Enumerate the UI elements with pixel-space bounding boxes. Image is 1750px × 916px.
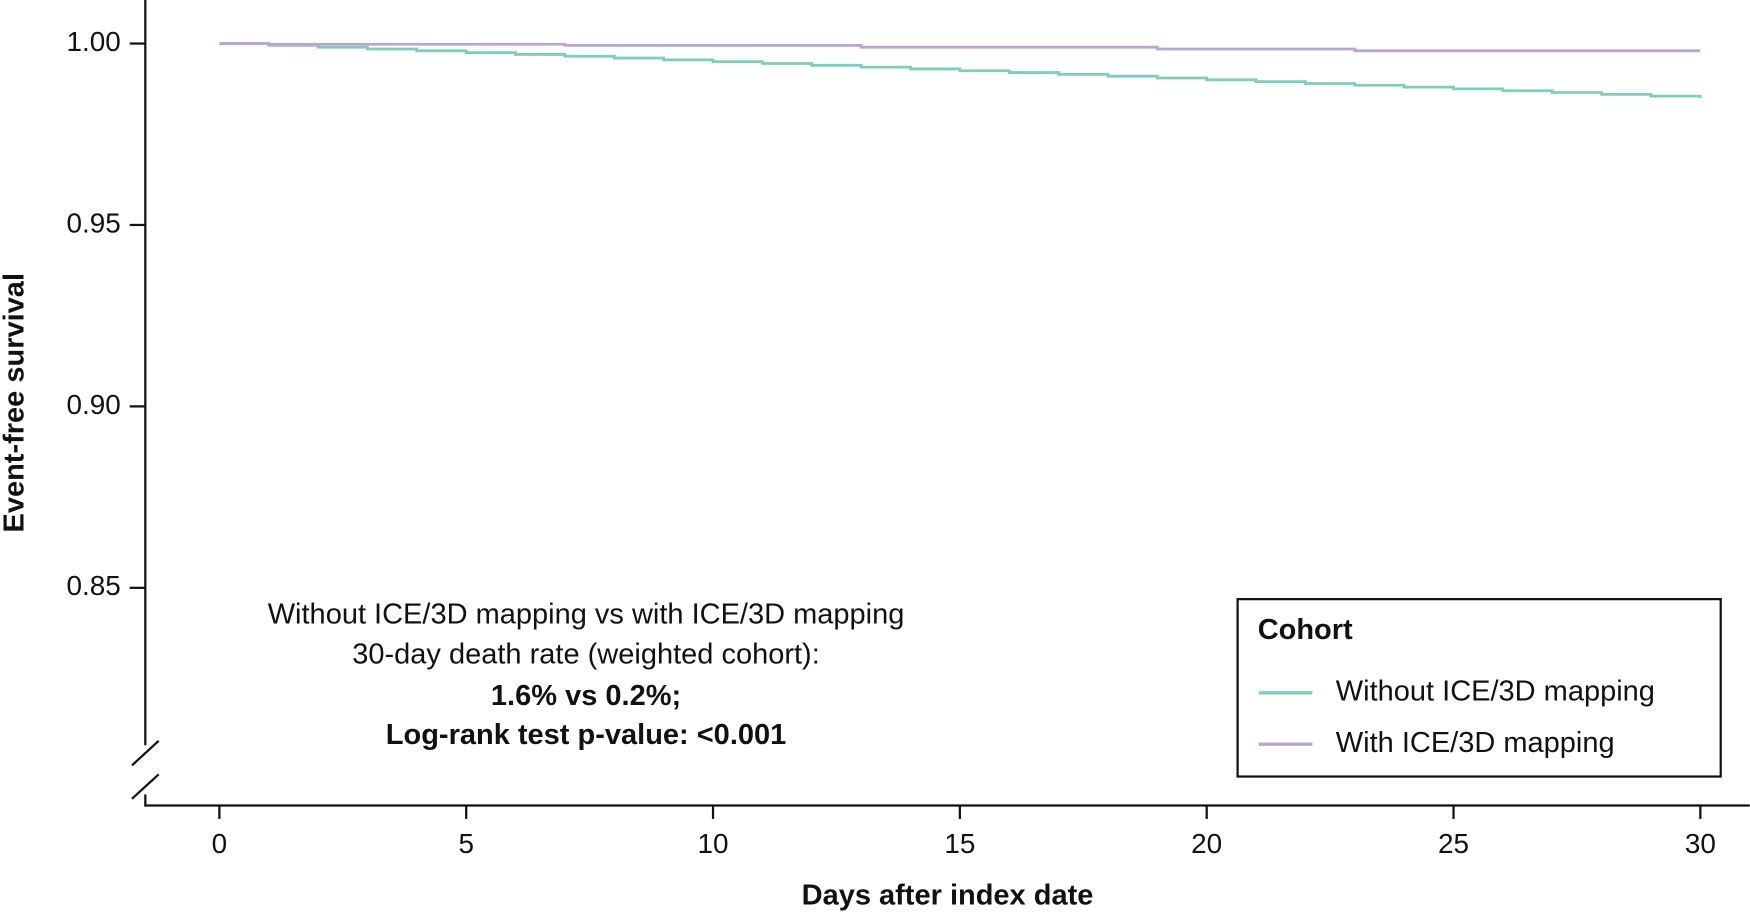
- x-tick-label: 20: [1191, 828, 1222, 859]
- y-tick-label: 1.00: [67, 26, 121, 57]
- legend-box: [1236, 598, 1722, 778]
- survival-curve: [219, 42, 1701, 53]
- annotation: 30-day death rate (weighted cohort):: [352, 639, 820, 671]
- legend-label: With ICE/3D mapping: [1336, 727, 1615, 759]
- x-tick-label: 30: [1685, 828, 1716, 859]
- y-tick-label: 0.95: [67, 207, 121, 238]
- legend: Cohort Without ICE/3D mapping With ICE/3D…: [1236, 598, 1722, 778]
- axes: [144, 0, 1750, 807]
- x-tick-label: 15: [944, 828, 975, 859]
- axis-break: [131, 740, 160, 800]
- x-tick-label: 10: [698, 828, 729, 859]
- legend-title: Cohort: [1258, 614, 1353, 646]
- x-tick-label: 5: [458, 828, 474, 859]
- x-tick-label: 0: [212, 828, 228, 859]
- y-tick-label: 0.90: [67, 389, 121, 420]
- annotation: Without ICE/3D mapping vs with ICE/3D ma…: [268, 599, 905, 631]
- legend-label: Without ICE/3D mapping: [1336, 676, 1655, 708]
- annotation: 1.6% vs 0.2%;: [491, 680, 681, 712]
- annotation: Log-rank test p-value: <0.001: [386, 719, 786, 751]
- survival-curve: [219, 42, 1702, 98]
- x-axis-title: Days after index date: [802, 880, 1094, 912]
- y-tick-label: 0.85: [67, 570, 121, 601]
- x-tick-label: 25: [1438, 828, 1469, 859]
- y-axis-title: Event-free survival: [0, 273, 31, 533]
